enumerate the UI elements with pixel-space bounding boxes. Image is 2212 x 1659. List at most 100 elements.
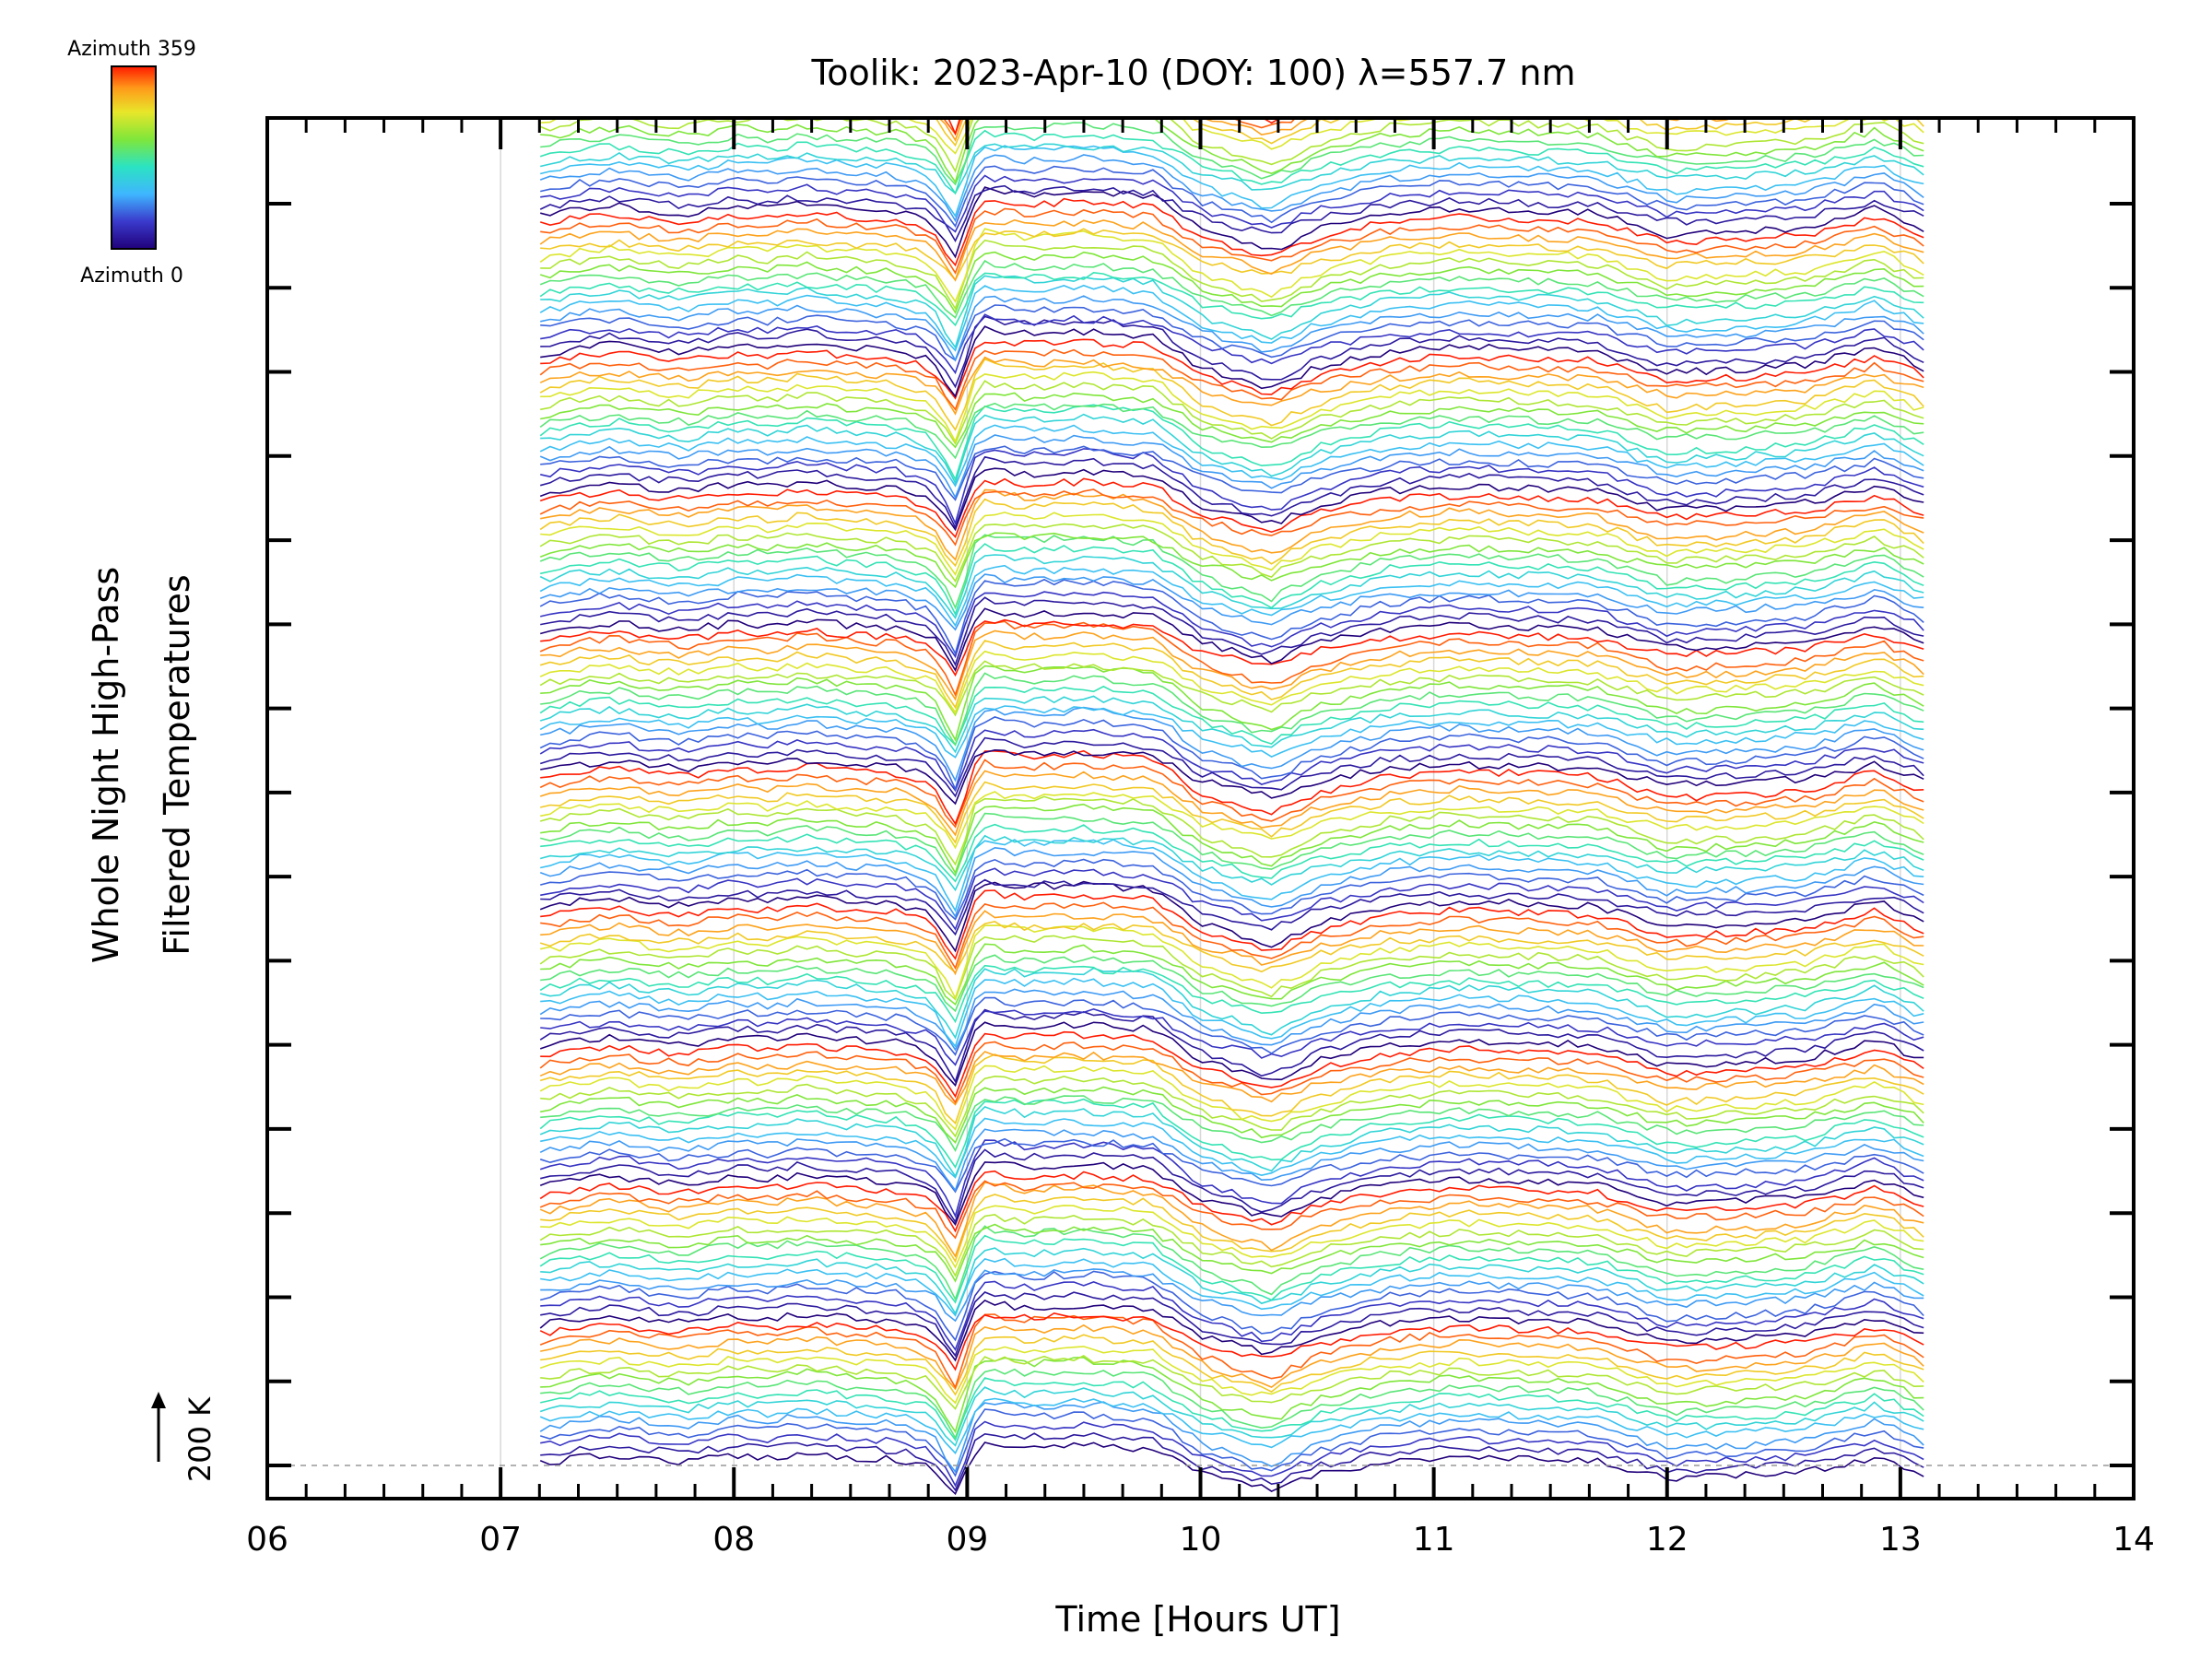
series-line xyxy=(935,118,1924,147)
series-line xyxy=(539,834,1924,892)
x-tick-label: 11 xyxy=(1413,1521,1455,1559)
series-line xyxy=(539,795,1924,866)
series-line xyxy=(540,954,1924,1013)
series-line xyxy=(539,1105,1924,1178)
series-line xyxy=(539,129,1924,195)
series-line xyxy=(539,736,1924,798)
series-line xyxy=(539,477,1924,538)
series-line xyxy=(539,880,1924,953)
series-line xyxy=(540,665,1924,742)
series-line xyxy=(539,532,1924,589)
series-line xyxy=(539,1313,1924,1390)
series-line xyxy=(539,1299,1924,1362)
plot-series-group xyxy=(500,118,1924,1499)
series-line xyxy=(539,498,1924,568)
series-line xyxy=(539,554,1924,620)
series-line xyxy=(539,1234,1924,1304)
series-line xyxy=(540,943,1924,1006)
scale-bar-label: 200 K xyxy=(182,1396,218,1482)
series-line xyxy=(540,228,1924,282)
series-line xyxy=(539,1312,1924,1371)
series-line xyxy=(540,967,1924,1040)
series-line xyxy=(540,488,1924,561)
series-line xyxy=(539,1128,1924,1193)
series-line xyxy=(539,1008,1924,1084)
series-line xyxy=(539,467,1924,532)
series-line xyxy=(540,749,1924,826)
series-line xyxy=(540,512,1924,576)
series-line xyxy=(540,1075,1924,1138)
series-line xyxy=(539,716,1924,792)
series-line xyxy=(540,1356,1924,1434)
series-line xyxy=(540,748,1924,806)
series-line xyxy=(539,228,1924,303)
series-line xyxy=(540,1377,1924,1441)
y-axis-label-2: Filtered Temperatures xyxy=(157,574,197,955)
series-line xyxy=(540,543,1924,617)
series-line xyxy=(540,1420,1924,1488)
series-line xyxy=(539,1051,1924,1106)
series-line xyxy=(540,1117,1924,1179)
series-line xyxy=(540,1194,1924,1264)
series-line xyxy=(539,348,1924,411)
series-line xyxy=(539,1021,1924,1088)
series-line xyxy=(539,1041,1924,1104)
series-line xyxy=(539,812,1924,877)
series-line xyxy=(539,640,1924,710)
series-line xyxy=(540,174,1924,233)
x-tick-label: 07 xyxy=(479,1521,522,1559)
series-line xyxy=(540,1368,1924,1440)
series-line xyxy=(540,380,1924,445)
series-line xyxy=(539,1180,1924,1240)
series-line xyxy=(540,1030,1924,1099)
series-line xyxy=(540,781,1924,844)
series-line xyxy=(540,143,1924,194)
series-line xyxy=(540,118,1924,184)
series-line xyxy=(539,695,1924,754)
series-line xyxy=(539,218,1924,282)
series-line xyxy=(539,184,1924,242)
series-line xyxy=(540,325,1924,398)
series-line xyxy=(540,803,1924,875)
series-line xyxy=(540,706,1924,782)
series-line xyxy=(540,122,1924,186)
series-line xyxy=(539,404,1924,482)
series-line xyxy=(539,259,1924,319)
x-tick-label: 13 xyxy=(1879,1521,1922,1559)
colorbar-top-label: Azimuth 359 xyxy=(67,38,196,61)
series-line xyxy=(540,413,1924,486)
series-line xyxy=(539,685,1924,747)
series-line xyxy=(540,1205,1924,1269)
x-axis: 06 07 08 09 10 11 12 13 14 xyxy=(246,118,2155,1559)
series-line xyxy=(540,1095,1924,1152)
series-line xyxy=(539,620,1924,697)
series-line xyxy=(540,1148,1924,1224)
series-line xyxy=(539,1401,1924,1474)
series-line xyxy=(539,154,1924,223)
series-line xyxy=(539,534,1924,610)
series-line xyxy=(540,596,1924,667)
series-line xyxy=(540,1334,1924,1396)
series-line xyxy=(540,901,1924,971)
series-line xyxy=(540,371,1924,443)
series-line xyxy=(539,1137,1924,1194)
series-line xyxy=(540,1268,1924,1323)
series-line xyxy=(539,564,1924,628)
series-line xyxy=(540,295,1924,362)
colorbar: Azimuth 359 Azimuth 0 xyxy=(67,38,196,288)
series-line xyxy=(540,867,1924,931)
series-line xyxy=(540,448,1924,526)
series-line xyxy=(539,284,1924,352)
series-line xyxy=(539,759,1924,829)
series-line xyxy=(540,145,1924,218)
series-line xyxy=(540,1354,1924,1410)
series-line xyxy=(540,392,1924,449)
series-line xyxy=(539,1270,1924,1342)
series-line xyxy=(539,358,1924,431)
series-line xyxy=(540,996,1924,1056)
series-line xyxy=(540,1432,1924,1492)
series-line xyxy=(540,338,1924,400)
x-tick-label: 06 xyxy=(246,1521,288,1559)
series-line xyxy=(539,705,1924,759)
series-line xyxy=(540,977,1924,1048)
